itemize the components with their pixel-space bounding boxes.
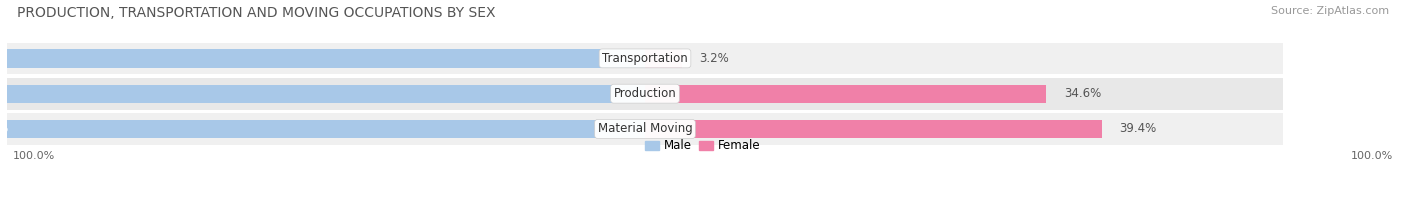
Bar xyxy=(7,113,1284,145)
Bar xyxy=(0,49,645,68)
Text: 100.0%: 100.0% xyxy=(13,151,55,161)
Text: 100.0%: 100.0% xyxy=(1351,151,1393,161)
Bar xyxy=(645,120,1102,138)
Text: 60.6%: 60.6% xyxy=(0,123,8,136)
Text: Transportation: Transportation xyxy=(602,52,688,65)
Bar xyxy=(7,78,1284,110)
Bar xyxy=(7,43,1284,74)
Text: Material Moving: Material Moving xyxy=(598,123,692,136)
Text: Source: ZipAtlas.com: Source: ZipAtlas.com xyxy=(1271,6,1389,16)
Text: Production: Production xyxy=(613,87,676,100)
Bar xyxy=(0,120,645,138)
Bar xyxy=(0,85,645,103)
Bar xyxy=(645,85,1046,103)
Text: PRODUCTION, TRANSPORTATION AND MOVING OCCUPATIONS BY SEX: PRODUCTION, TRANSPORTATION AND MOVING OC… xyxy=(17,6,495,20)
Text: 39.4%: 39.4% xyxy=(1119,123,1157,136)
Text: 3.2%: 3.2% xyxy=(700,52,730,65)
Legend: Male, Female: Male, Female xyxy=(641,135,765,157)
Text: 34.6%: 34.6% xyxy=(1064,87,1101,100)
Bar xyxy=(645,49,682,68)
